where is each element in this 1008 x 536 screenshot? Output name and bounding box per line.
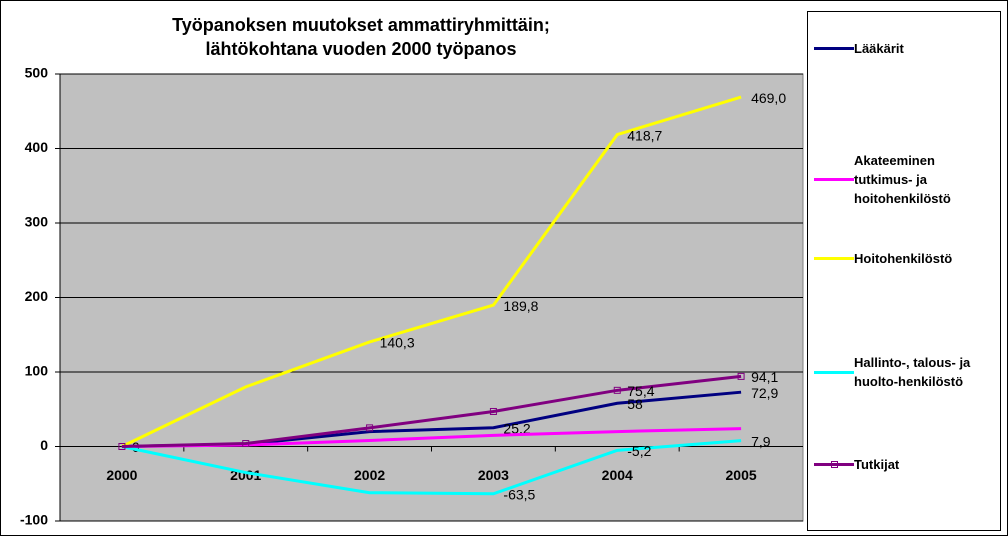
data-label: 58 [627, 396, 643, 412]
chart-title: Työpanoksen muutokset ammattiryhmittäin;… [81, 13, 641, 61]
marker [737, 372, 745, 380]
data-label: -5,2 [627, 443, 651, 459]
x-tick-label: 2000 [106, 467, 137, 483]
x-tick-label: 2004 [602, 467, 633, 483]
legend-swatch [814, 460, 854, 468]
data-label: 7,9 [751, 433, 771, 449]
legend-label: Lääkärit [854, 40, 904, 56]
data-label: 418,7 [627, 127, 662, 143]
legend-label: Hoitohenkilöstö [854, 250, 953, 266]
legend-entry: Hoitohenkilöstö [814, 228, 998, 288]
legend-entry: Lääkärit [814, 18, 998, 78]
y-tick-label: -100 [20, 512, 48, 528]
marker [489, 407, 497, 415]
marker [613, 386, 621, 394]
legend-entry: Akateeminen tutkimus- ja hoitohenkilöstö [814, 149, 998, 209]
title-line: lähtökohtana vuoden 2000 työpanos [205, 39, 517, 59]
data-label: 72,9 [751, 385, 778, 401]
legend-entry: Hallinto-, talous- ja huolto-henkilöstö [814, 342, 998, 402]
legend-marker [831, 460, 838, 468]
legend-entry: Tutkijat [814, 434, 998, 494]
data-label: 94,1 [751, 369, 778, 385]
data-label: -63,5 [503, 487, 535, 503]
y-tick-label: 200 [25, 288, 49, 304]
series-line [121, 95, 742, 448]
x-tick-label: 2003 [478, 467, 509, 483]
y-tick-label: 0 [40, 437, 48, 453]
x-tick-label: 2002 [354, 467, 385, 483]
legend-swatch [814, 370, 854, 374]
legend-label: Tutkijat [854, 456, 900, 472]
legend-swatch [814, 46, 854, 50]
data-label: 189,8 [503, 298, 538, 314]
legend: Lääkärit Akateeminen tutkimus- ja hoitohe… [807, 11, 1001, 531]
data-label: 469,0 [751, 90, 786, 106]
x-tick-label: 2005 [726, 467, 757, 483]
marker [366, 424, 374, 432]
legend-label: Hallinto-, talous- ja huolto-henkilöstö [854, 355, 971, 389]
data-label: 140,3 [380, 335, 415, 351]
series-line [121, 439, 742, 496]
legend-label: Akateeminen tutkimus- ja hoitohenkilöstö [854, 152, 951, 206]
y-tick-label: 500 [25, 65, 49, 81]
legend-swatch [814, 177, 854, 181]
series-line [121, 374, 742, 448]
data-label: 25,2 [503, 420, 530, 436]
y-tick-label: 400 [25, 139, 49, 155]
marker [118, 443, 126, 450]
marker [242, 440, 250, 448]
data-label: 75,4 [627, 383, 654, 399]
title-line: Työpanoksen muutokset ammattiryhmittäin; [172, 15, 550, 35]
y-tick-label: 300 [25, 214, 49, 230]
legend-swatch [814, 256, 854, 260]
y-tick-label: 100 [25, 363, 49, 379]
